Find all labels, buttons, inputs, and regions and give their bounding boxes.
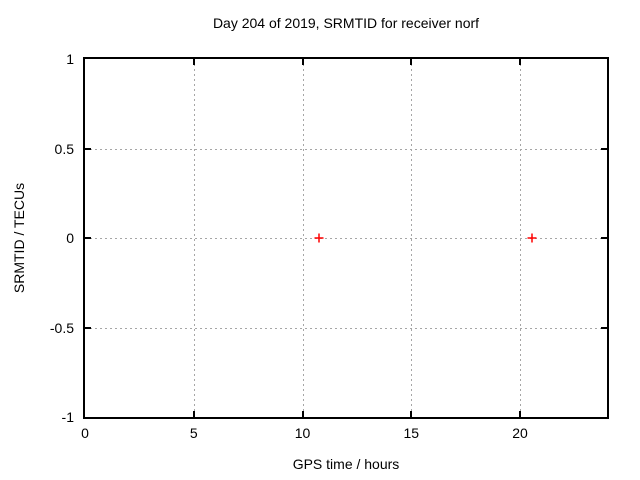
y-tick-label: -1	[61, 409, 74, 425]
chart-title: Day 204 of 2019, SRMTID for receiver nor…	[212, 15, 480, 31]
data-point-plus-marker	[527, 233, 537, 243]
x-tick-mark	[192, 411, 195, 417]
x-tick-mark	[410, 59, 413, 65]
y-tick-mark	[601, 326, 607, 329]
x-tick-mark	[301, 59, 304, 65]
x-tick-label: 20	[512, 425, 528, 441]
x-tick-mark	[301, 411, 304, 417]
y-tick-label: -0.5	[49, 319, 74, 336]
y-tick-mark	[85, 237, 91, 239]
y-tick-label: 0.5	[54, 140, 74, 157]
x-tick-mark	[519, 411, 521, 417]
y-tick-mark	[601, 237, 607, 239]
y-tick-label: 0	[66, 230, 74, 246]
x-axis-label: GPS time / hours	[292, 456, 400, 472]
grid-line-horizontal	[85, 148, 607, 150]
x-tick-mark	[410, 411, 413, 417]
x-tick-label: 15	[403, 425, 420, 441]
y-axis-label: SRMTID / TECUs	[11, 182, 27, 294]
y-tick-mark	[601, 147, 607, 150]
grid-line-horizontal	[85, 327, 607, 329]
y-tick-label: 1	[66, 51, 74, 67]
y-tick-mark	[85, 326, 91, 329]
x-tick-mark	[519, 59, 521, 65]
x-tick-mark	[192, 59, 195, 65]
x-tick-label: 10	[294, 425, 311, 441]
plot-area: 0 5 10 15 20 1 0.5 0 -0.5 -1	[50, 51, 609, 441]
x-tick-label: 5	[189, 425, 198, 441]
x-tick-label: 0	[81, 425, 89, 441]
y-tick-mark	[85, 147, 91, 150]
grid-line-horizontal	[85, 238, 607, 239]
data-point-plus-marker	[314, 233, 324, 243]
